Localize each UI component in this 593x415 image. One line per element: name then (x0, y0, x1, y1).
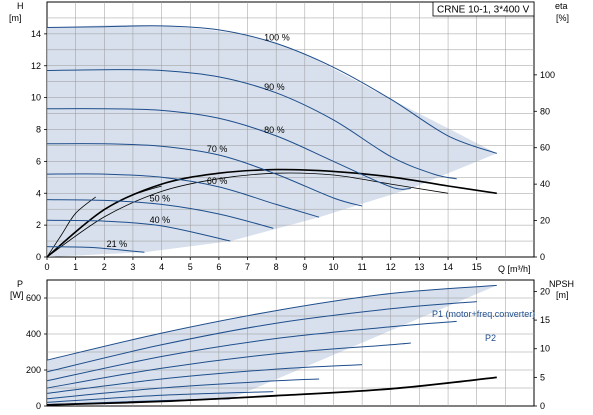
speed-label: 50 % (150, 193, 171, 203)
h-tick-label: 14 (31, 29, 41, 39)
x-tick-label: 2 (102, 262, 107, 272)
p-tick-label: 600 (26, 293, 41, 303)
eta-tick-label: 100 (540, 70, 555, 80)
eta-tick-label: 60 (540, 143, 550, 153)
p1-label: P1 (motor+freq.converter) (432, 309, 535, 319)
npsh-tick-label: 10 (540, 344, 550, 354)
lower-grid (47, 280, 534, 406)
p-axis-label: P (17, 279, 23, 289)
npsh-curve (46, 376, 497, 406)
x-tick-label: 7 (245, 262, 250, 272)
h-tick-label: 2 (36, 220, 41, 230)
eta-axis-unit: [%] (556, 13, 569, 23)
eta-axis-label: eta (555, 1, 568, 11)
efficiency-curve (46, 196, 96, 258)
head-curve (46, 25, 497, 154)
x-tick-label: 1 (73, 262, 78, 272)
h-tick-label: 8 (36, 125, 41, 135)
head-curve (46, 246, 145, 253)
x-tick-label: 5 (188, 262, 193, 272)
x-tick-label: 10 (328, 262, 338, 272)
speed-label: 40 % (150, 215, 171, 225)
x-tick-label: 14 (443, 262, 453, 272)
speed-label: 70 % (207, 144, 228, 154)
eta-tick-label: 40 (540, 179, 550, 189)
power-curve (46, 284, 497, 361)
head-curve (46, 69, 457, 180)
power-curve (46, 378, 320, 400)
head-curve (46, 199, 274, 229)
lower-curves (46, 284, 497, 406)
speed-label: 80 % (264, 125, 285, 135)
npsh-axis-unit: [m] (556, 290, 569, 300)
p-tick-label: 0 (36, 401, 41, 411)
head-curve (46, 108, 411, 190)
x-tick-label: 13 (414, 262, 424, 272)
head-curve (46, 219, 231, 242)
x-tick-label: 12 (386, 262, 396, 272)
upper-ticks: 0 1 2 3 4 5 6 7 8 9 10 11 12 13 14 15024681012140204060… (31, 29, 555, 272)
power-curve (46, 301, 477, 373)
speed-label: 90 % (264, 82, 285, 92)
speed-label: 21 % (107, 239, 128, 249)
x-tick-label: 11 (357, 262, 366, 272)
h-tick-label: 0 (36, 252, 41, 262)
x-tick-label: 15 (472, 262, 482, 272)
h-tick-label: 4 (36, 188, 41, 198)
eta-tick-label: 0 (540, 252, 545, 262)
power-range-band (47, 285, 497, 405)
speed-label: 100 % (264, 32, 290, 42)
h-axis-unit: [m] (9, 13, 22, 23)
power-curve (46, 320, 457, 382)
x-tick-label: 8 (274, 262, 279, 272)
operating-range-area (47, 25, 497, 258)
power-range-area (47, 285, 497, 405)
npsh-tick-label: 0 (540, 401, 545, 411)
speed-label: 60 % (207, 176, 228, 186)
efficiency-curve (46, 185, 162, 258)
npsh-tick-label: 5 (540, 372, 545, 382)
power-npsh-panel: 0 200 400 600 0 5 10 15 20 (26, 279, 550, 411)
efficiency-curve (46, 172, 449, 258)
p-tick-label: 200 (26, 365, 41, 375)
x-tick-label: 4 (159, 262, 164, 272)
x-tick-label: 3 (130, 262, 135, 272)
power-curve (46, 364, 363, 394)
power-curve (46, 342, 411, 389)
p-tick-label: 400 (26, 329, 41, 339)
h-tick-label: 6 (36, 156, 41, 166)
npsh-tick-label: 20 (540, 286, 550, 296)
q-axis-label: Q [m³/h] (498, 264, 531, 274)
h-tick-label: 10 (31, 93, 41, 103)
title-box (432, 1, 535, 17)
eta-tick-label: 20 (540, 216, 550, 226)
power-curve (46, 391, 274, 403)
x-tick-label: 9 (302, 262, 307, 272)
head-curve (46, 173, 320, 218)
upper-curves: 100 % 90 % 80 % 70 % 60 % 50 % 40 % 21 % (46, 25, 497, 258)
p2-label: P2 (485, 333, 496, 343)
lower-ticks: 0 200 400 600 0 5 10 15 20 (26, 286, 550, 411)
h-axis-label: H (17, 1, 24, 11)
p-axis-unit: [W] (10, 290, 24, 300)
eta-tick-label: 80 (540, 106, 550, 116)
h-tick-label: 12 (31, 61, 41, 71)
x-tick-label: 6 (216, 262, 221, 272)
chart-title: CRNE 10-1, 3*400 V (437, 5, 530, 16)
operating-range-band (47, 25, 497, 258)
head-curve (46, 143, 363, 207)
npsh-axis-label: NPSH (549, 279, 574, 289)
npsh-tick-label: 15 (540, 315, 550, 325)
x-tick-label: 0 (44, 262, 49, 272)
